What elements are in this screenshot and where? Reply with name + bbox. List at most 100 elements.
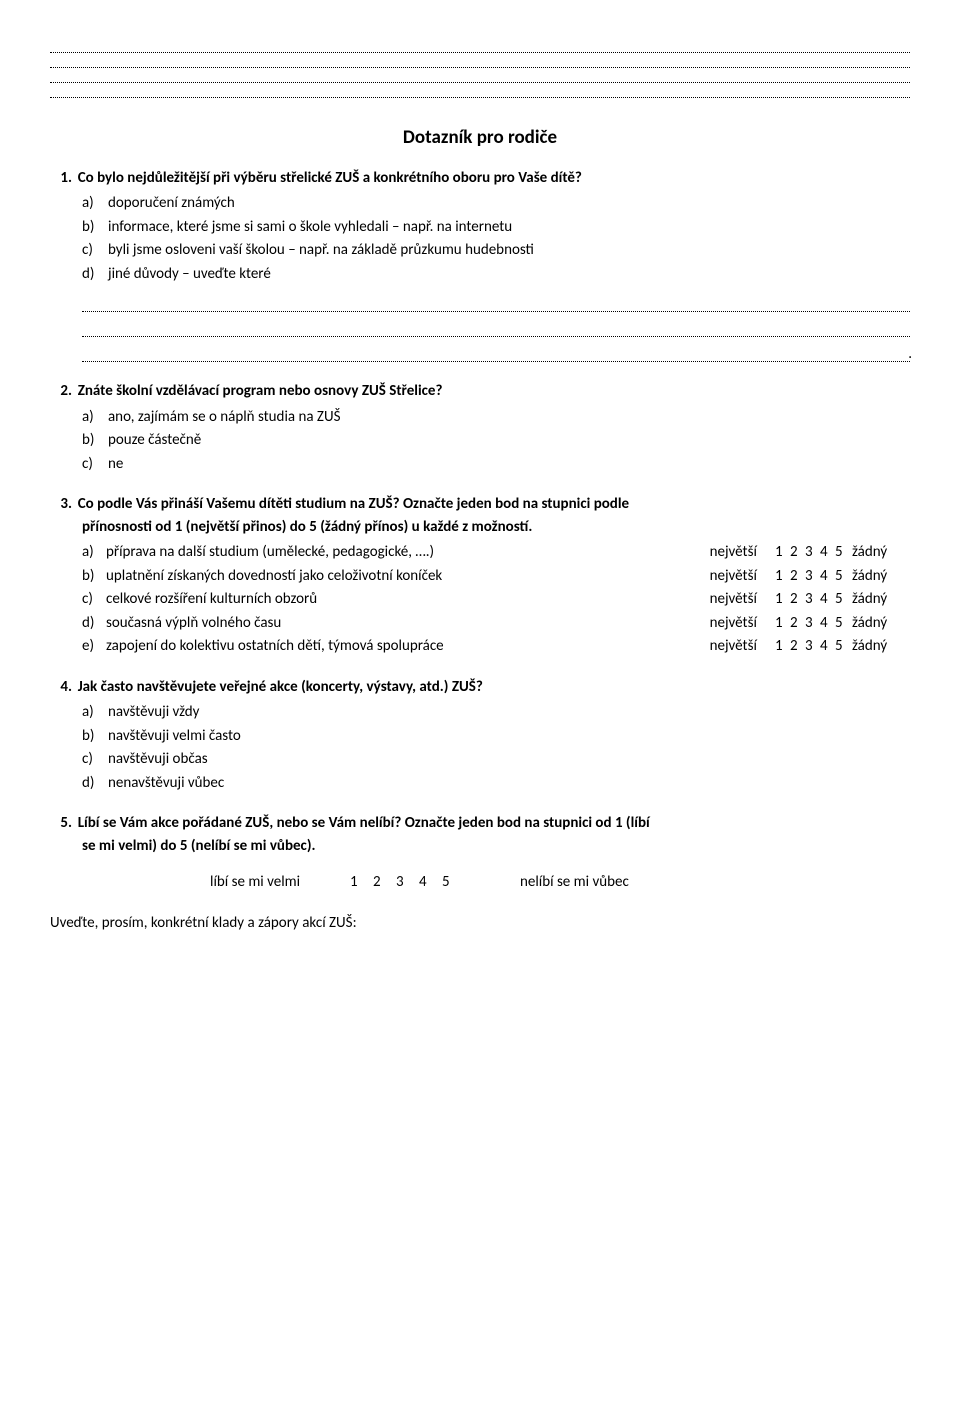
- option-letter: a): [82, 701, 102, 724]
- option-letter: b): [82, 429, 102, 452]
- option-text: informace, které jsme si sami o škole vy…: [108, 216, 910, 239]
- scale-right-label: žádný: [852, 565, 910, 588]
- scale-numbers: 1 2 3 4 5: [775, 541, 845, 564]
- option-text: navštěvuji vždy: [108, 701, 910, 724]
- option-text: jiné důvody – uveďte které: [108, 263, 910, 286]
- scale-group[interactable]: největší 1 2 3 4 5 žádný: [710, 588, 910, 611]
- scale-numbers: 1 2 3 4 5: [775, 588, 845, 611]
- option-text: celkové rozšíření kulturních obzorů: [106, 588, 710, 611]
- scale-right-label: žádný: [852, 588, 910, 611]
- header-dotted-line: [50, 97, 910, 98]
- scale-row: d) současná výplň volného času největší …: [82, 612, 910, 635]
- option-text: byli jsme osloveni vaší školou – např. n…: [108, 239, 910, 262]
- scale-group[interactable]: největší 1 2 3 4 5 žádný: [710, 541, 910, 564]
- question-text: Co podle Vás přináší Vašemu dítěti studi…: [78, 493, 910, 516]
- scale-group[interactable]: největší 1 2 3 4 5 žádný: [710, 635, 910, 658]
- fill-line[interactable]: [82, 343, 910, 362]
- option-row: c) byli jsme osloveni vaší školou – např…: [82, 239, 910, 262]
- option-letter: c): [82, 453, 102, 476]
- option-row: b) informace, které jsme si sami o škole…: [82, 216, 910, 239]
- scale-left-label: největší: [710, 588, 768, 611]
- scale-left-label: největší: [710, 612, 768, 635]
- option-row: a) ano, zajímám se o náplň studia na ZUŠ: [82, 406, 910, 429]
- question-4: 4. Jak často navštěvujete veřejné akce (…: [50, 676, 910, 795]
- scale-right-label: žádný: [852, 635, 910, 658]
- option-text: uplatnění získaných dovedností jako celo…: [106, 565, 710, 588]
- question-3-options: a) příprava na další studium (umělecké, …: [82, 541, 910, 658]
- scale-left-label: největší: [710, 565, 768, 588]
- scale-right-label: žádný: [852, 612, 910, 635]
- question-number: 4.: [50, 676, 72, 699]
- scale-row: c) celkové rozšíření kulturních obzorů n…: [82, 588, 910, 611]
- scale-row: b) uplatnění získaných dovedností jako c…: [82, 565, 910, 588]
- option-text: nenavštěvuji vůbec: [108, 772, 910, 795]
- likert-left-label: líbí se mi velmi: [210, 871, 350, 894]
- question-number: 2.: [50, 380, 72, 403]
- question-3: 3. Co podle Vás přináší Vašemu dítěti st…: [50, 493, 910, 658]
- option-letter: e): [82, 635, 106, 658]
- option-letter: b): [82, 725, 102, 748]
- scale-numbers: 1 2 3 4 5: [775, 565, 845, 588]
- fill-line[interactable]: [82, 318, 910, 337]
- option-letter: a): [82, 192, 102, 215]
- final-instruction: Uveďte, prosím, konkrétní klady a zápory…: [50, 912, 910, 935]
- option-letter: c): [82, 239, 102, 262]
- scale-numbers: 1 2 3 4 5: [775, 635, 845, 658]
- option-text: navštěvuji velmi často: [108, 725, 910, 748]
- option-letter: a): [82, 406, 102, 429]
- option-text: zapojení do kolektivu ostatních dětí, tý…: [106, 635, 710, 658]
- question-number: 1.: [50, 167, 72, 190]
- question-5: 5. Líbí se Vám akce pořádané ZUŠ, nebo s…: [50, 812, 910, 894]
- option-letter: d): [82, 772, 102, 795]
- header-dotted-line: [50, 52, 910, 53]
- scale-row: a) příprava na další studium (umělecké, …: [82, 541, 910, 564]
- scale-left-label: největší: [710, 541, 768, 564]
- option-letter: d): [82, 612, 106, 635]
- header-dotted-line: [50, 67, 910, 68]
- question-2: 2. Znáte školní vzdělávací program nebo …: [50, 380, 910, 475]
- option-row: b) navštěvuji velmi často: [82, 725, 910, 748]
- header-dotted-line: [50, 82, 910, 83]
- question-text: Co bylo nejdůležitější při výběru střeli…: [78, 167, 910, 190]
- option-text: příprava na další studium (umělecké, ped…: [106, 541, 710, 564]
- option-row: a) doporučení známých: [82, 192, 910, 215]
- option-text: pouze částečně: [108, 429, 910, 452]
- option-letter: b): [82, 565, 106, 588]
- option-text: navštěvuji občas: [108, 748, 910, 771]
- question-text: Líbí se Vám akce pořádané ZUŠ, nebo se V…: [78, 812, 910, 835]
- option-letter: d): [82, 263, 102, 286]
- question-number: 5.: [50, 812, 72, 835]
- option-row: b) pouze částečně: [82, 429, 910, 452]
- question-1-options: a) doporučení známých b) informace, kter…: [82, 192, 910, 285]
- question-text-cont: přínosnosti od 1 (největší přinos) do 5 …: [82, 516, 910, 539]
- likert-right-label: nelíbí se mi vůbec: [520, 871, 720, 894]
- question-2-options: a) ano, zajímám se o náplň studia na ZUŠ…: [82, 406, 910, 476]
- option-row: d) nenavštěvuji vůbec: [82, 772, 910, 795]
- option-letter: a): [82, 541, 106, 564]
- option-row: c) navštěvuji občas: [82, 748, 910, 771]
- likert-numbers: 1 2 3 4 5: [350, 871, 520, 894]
- question-4-options: a) navštěvuji vždy b) navštěvuji velmi č…: [82, 701, 910, 794]
- scale-group[interactable]: největší 1 2 3 4 5 žádný: [710, 612, 910, 635]
- scale-right-label: žádný: [852, 541, 910, 564]
- question-1: 1. Co bylo nejdůležitější při výběru stř…: [50, 167, 910, 363]
- scale-group[interactable]: největší 1 2 3 4 5 žádný: [710, 565, 910, 588]
- option-letter: c): [82, 748, 102, 771]
- question-number: 3.: [50, 493, 72, 516]
- option-letter: b): [82, 216, 102, 239]
- likert-scale[interactable]: líbí se mi velmi 1 2 3 4 5 nelíbí se mi …: [50, 871, 910, 894]
- option-text: doporučení známých: [108, 192, 910, 215]
- option-letter: c): [82, 588, 106, 611]
- scale-row: e) zapojení do kolektivu ostatních dětí,…: [82, 635, 910, 658]
- scale-numbers: 1 2 3 4 5: [775, 612, 845, 635]
- question-text-cont: se mi velmi) do 5 (nelíbí se mi vůbec).: [82, 835, 910, 858]
- fill-line[interactable]: [82, 293, 910, 312]
- fill-in-lines: [82, 293, 910, 362]
- question-text: Jak často navštěvujete veřejné akce (kon…: [78, 676, 910, 699]
- option-text: ano, zajímám se o náplň studia na ZUŠ: [108, 406, 910, 429]
- option-row: d) jiné důvody – uveďte které: [82, 263, 910, 286]
- document-title: Dotazník pro rodiče: [50, 124, 910, 153]
- option-row: c) ne: [82, 453, 910, 476]
- option-text: současná výplň volného času: [106, 612, 710, 635]
- scale-left-label: největší: [710, 635, 768, 658]
